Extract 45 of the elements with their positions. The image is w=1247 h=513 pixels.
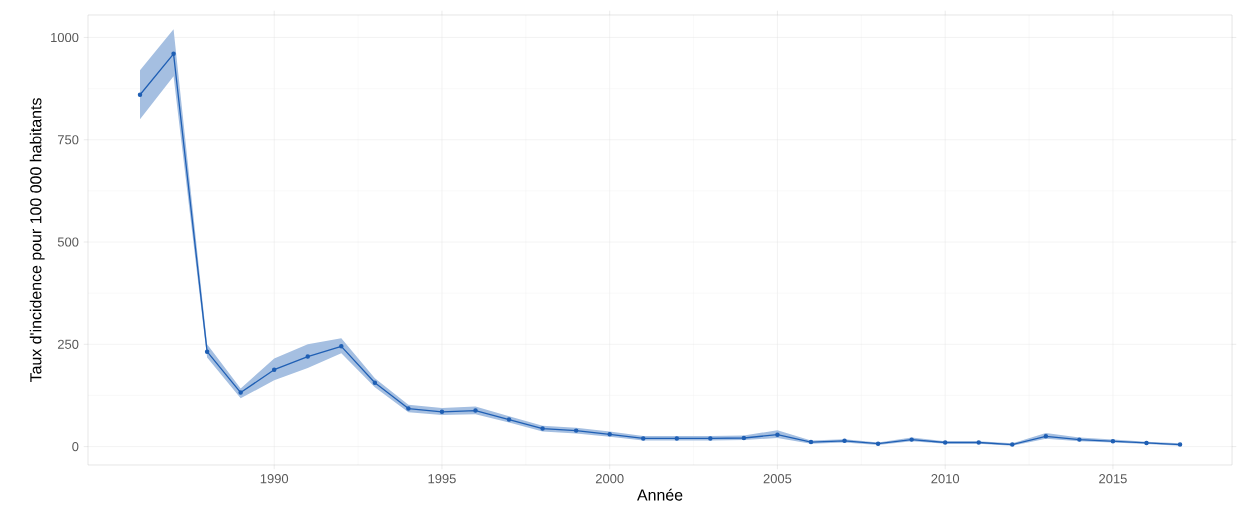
point	[1144, 440, 1149, 446]
point	[808, 439, 814, 445]
point	[875, 441, 881, 446]
point	[406, 406, 411, 411]
point	[1110, 439, 1116, 444]
point	[305, 354, 310, 359]
x-tick-label: 2015	[1099, 474, 1127, 484]
x-tick-label: 2010	[931, 474, 960, 484]
point	[171, 51, 176, 57]
point	[573, 428, 579, 433]
point	[909, 437, 914, 442]
point	[540, 426, 545, 431]
y-tick-label: 750	[57, 135, 79, 145]
point	[1043, 434, 1049, 439]
y-tick-label: 250	[57, 339, 79, 349]
x-tick-label: 1990	[260, 474, 289, 484]
y-axis-title: Taux d'incidence pour 100 000 habitants	[29, 98, 45, 383]
point	[439, 409, 445, 415]
point	[506, 417, 512, 422]
x-tick-label: 2005	[763, 474, 792, 484]
point	[775, 432, 780, 437]
x-tick-label: 1995	[428, 474, 456, 484]
y-tick-label: 0	[72, 441, 79, 452]
point	[271, 367, 277, 372]
point	[741, 435, 747, 441]
point	[1010, 442, 1015, 447]
x-axis-title: Année	[637, 488, 683, 501]
point	[204, 349, 210, 354]
y-tick-label: 500	[57, 237, 79, 247]
point	[976, 440, 981, 445]
point	[1077, 437, 1082, 442]
x-tick-label: 2000	[595, 474, 624, 484]
point	[942, 440, 948, 445]
point	[238, 390, 243, 395]
point	[641, 436, 646, 441]
y-tick-label: 1000	[51, 32, 79, 43]
point	[842, 438, 847, 444]
point	[339, 344, 344, 349]
point	[1177, 442, 1183, 447]
point	[372, 380, 378, 385]
point	[708, 436, 713, 441]
point	[674, 436, 680, 441]
point	[607, 432, 612, 437]
point	[473, 408, 478, 413]
point	[137, 92, 143, 97]
